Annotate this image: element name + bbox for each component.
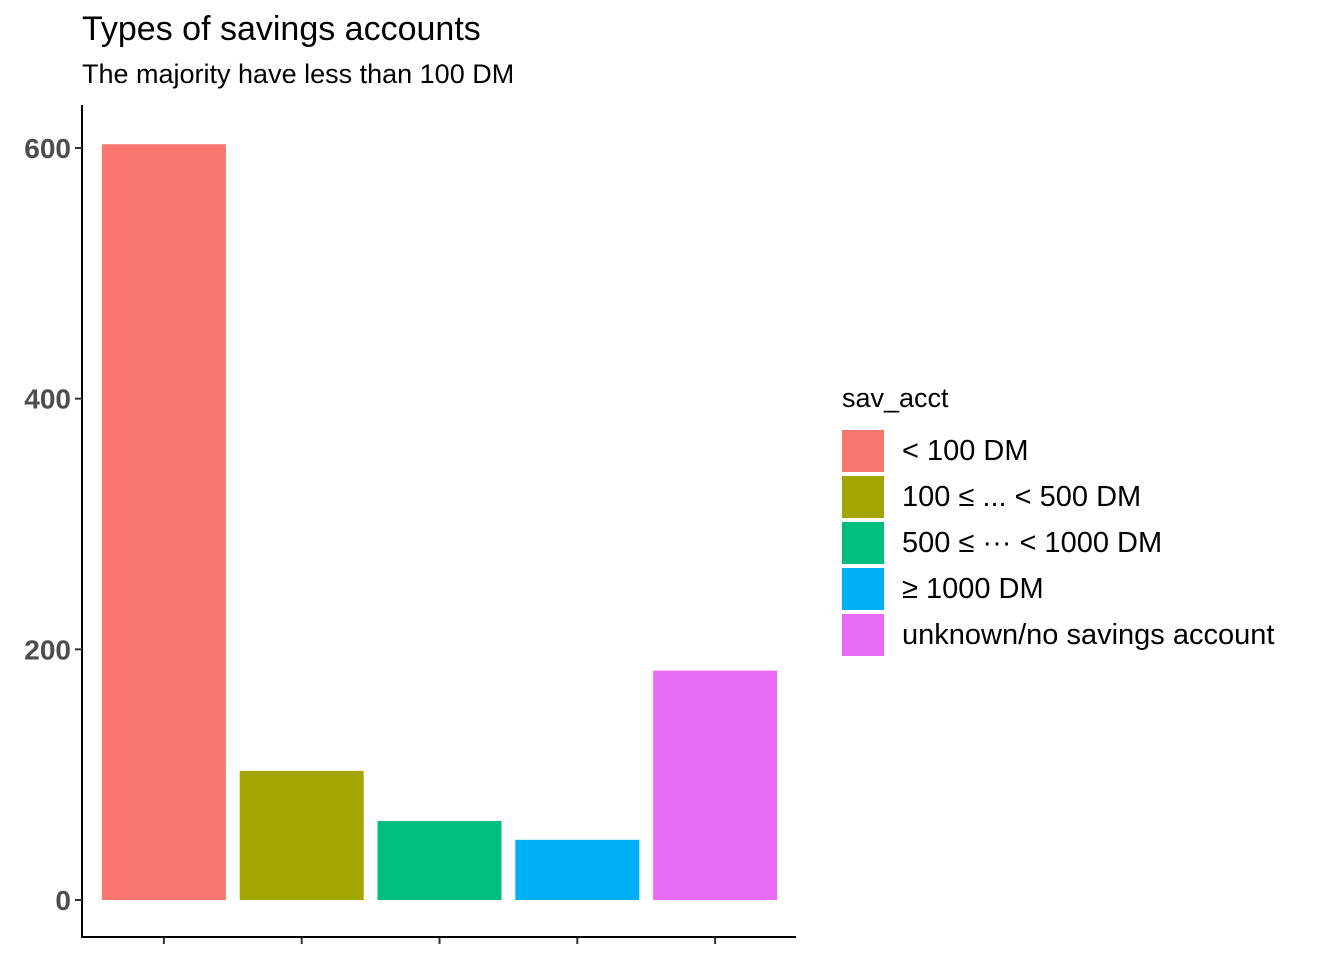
- legend-item: unknown/no savings account: [842, 612, 1274, 658]
- legend-key: [842, 476, 884, 518]
- chart-title: Types of savings accounts: [82, 10, 481, 48]
- legend-item: < 100 DM: [842, 428, 1274, 474]
- bar: [515, 839, 640, 900]
- legend-key: [842, 430, 884, 472]
- legend-label: unknown/no savings account: [902, 618, 1275, 651]
- legend-key: [842, 568, 884, 610]
- legend-item: ≥ 1000 DM: [842, 566, 1274, 612]
- legend-label: 100 ≤ ... < 500 DM: [902, 480, 1142, 513]
- legend-label: ≥ 1000 DM: [902, 572, 1044, 605]
- y-tick-label: 600: [24, 133, 71, 164]
- legend-label: < 100 DM: [902, 434, 1029, 467]
- y-tick-label: 400: [24, 384, 71, 415]
- bar: [653, 670, 778, 900]
- y-tick-label: 0: [55, 885, 71, 916]
- bar: [377, 821, 502, 900]
- legend-item: 100 ≤ ... < 500 DM: [842, 474, 1274, 520]
- plot-area: 0 200 400 600: [24, 105, 796, 944]
- legend-key: [842, 614, 884, 656]
- bar: [239, 770, 364, 900]
- y-tick-label: 200: [24, 634, 71, 665]
- legend-item: 500 ≤ ··· < 1000 DM: [842, 520, 1274, 566]
- legend-title: sav_acct: [842, 383, 949, 413]
- legend: sav_acct < 100 DM 100 ≤ ... < 500 DM 500 ≤…: [842, 383, 1274, 658]
- legend-items: < 100 DM 100 ≤ ... < 500 DM 500 ≤ ··· < 10…: [842, 428, 1274, 658]
- legend-label: 500 ≤ ··· < 1000 DM: [902, 526, 1163, 559]
- chart-subtitle: The majority have less than 100 DM: [82, 59, 515, 89]
- legend-key: [842, 522, 884, 564]
- bar: [101, 144, 226, 900]
